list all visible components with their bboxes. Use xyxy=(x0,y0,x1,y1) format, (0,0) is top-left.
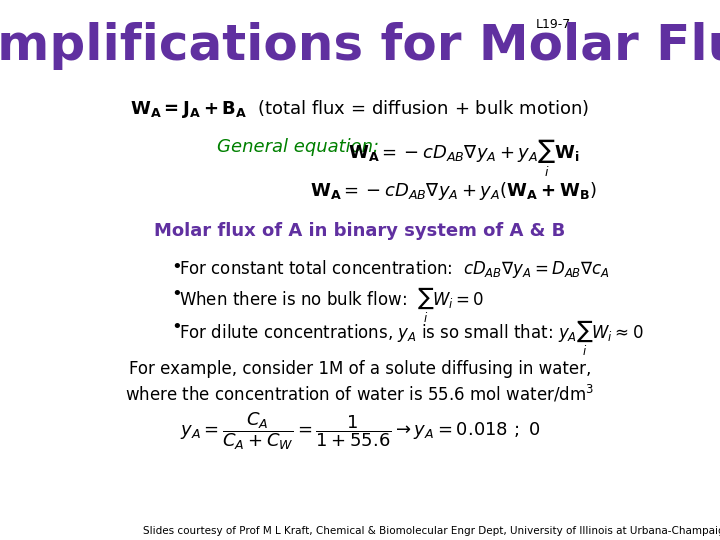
Text: For constant total concentration:  $cD_{AB}\nabla y_A = D_{AB}\nabla c_A$: For constant total concentration: $cD_{A… xyxy=(179,258,610,280)
Text: $\mathbf{W_A = J_A + B_A}$  (total flux = diffusion + bulk motion): $\mathbf{W_A = J_A + B_A}$ (total flux =… xyxy=(130,98,590,120)
Text: L19-7: L19-7 xyxy=(536,18,571,31)
Text: •: • xyxy=(171,285,181,303)
Text: $\mathbf{W_A} = -cD_{AB}\nabla y_A + y_A\sum_i \mathbf{W_i}$: $\mathbf{W_A} = -cD_{AB}\nabla y_A + y_A… xyxy=(348,138,579,179)
Text: $y_A = \dfrac{C_A}{C_A + C_W} = \dfrac{1}{1+55.6} \rightarrow y_A = 0.018\ ;\ 0$: $y_A = \dfrac{C_A}{C_A + C_W} = \dfrac{1… xyxy=(180,410,540,451)
Text: When there is no bulk flow:  $\sum_i W_i = 0$: When there is no bulk flow: $\sum_i W_i … xyxy=(179,285,485,325)
Text: $\mathbf{W_A} = -cD_{AB}\nabla y_A + y_A(\mathbf{W_A + W_B})$: $\mathbf{W_A} = -cD_{AB}\nabla y_A + y_A… xyxy=(310,180,597,202)
Text: Molar flux of A in binary system of A & B: Molar flux of A in binary system of A & … xyxy=(154,222,566,240)
Text: •: • xyxy=(171,318,181,336)
Text: For dilute concentrations, $y_A$ is so small that: $y_A\sum_i W_i \approx 0$: For dilute concentrations, $y_A$ is so s… xyxy=(179,318,644,358)
Text: For example, consider 1M of a solute diffusing in water,: For example, consider 1M of a solute dif… xyxy=(129,360,591,378)
Text: Simplifications for Molar Flux: Simplifications for Molar Flux xyxy=(0,22,720,70)
Text: General equation:: General equation: xyxy=(217,138,379,156)
Text: where the concentration of water is 55.6 mol water/dm$^3$: where the concentration of water is 55.6… xyxy=(125,383,595,404)
Text: •: • xyxy=(171,258,181,276)
Text: Slides courtesy of Prof M L Kraft, Chemical & Biomolecular Engr Dept, University: Slides courtesy of Prof M L Kraft, Chemi… xyxy=(143,526,720,536)
